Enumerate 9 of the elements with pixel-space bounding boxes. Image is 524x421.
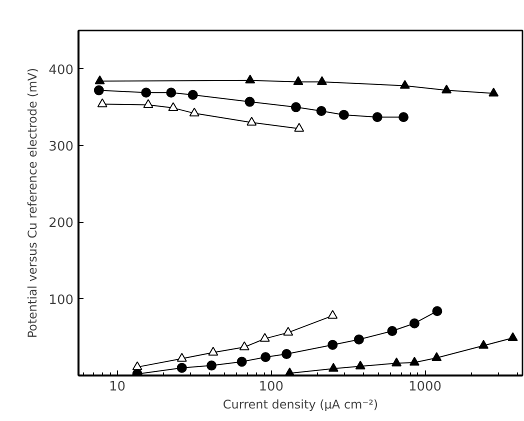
x-tick-label: 100 <box>258 380 284 394</box>
x-tick-label: 10 <box>108 380 126 394</box>
y-tick-label: 300 <box>48 140 74 154</box>
y-tick-label: 400 <box>48 62 74 78</box>
x-tick-label: 1000 <box>408 380 442 394</box>
y-tick-label: 100 <box>48 292 74 308</box>
y-tick-label: 200 <box>48 216 74 232</box>
x-axis-title: Current density (μA cm⁻²) <box>222 398 378 412</box>
y-axis-title: Potential versus Cu reference electrode (mV) <box>26 68 40 338</box>
